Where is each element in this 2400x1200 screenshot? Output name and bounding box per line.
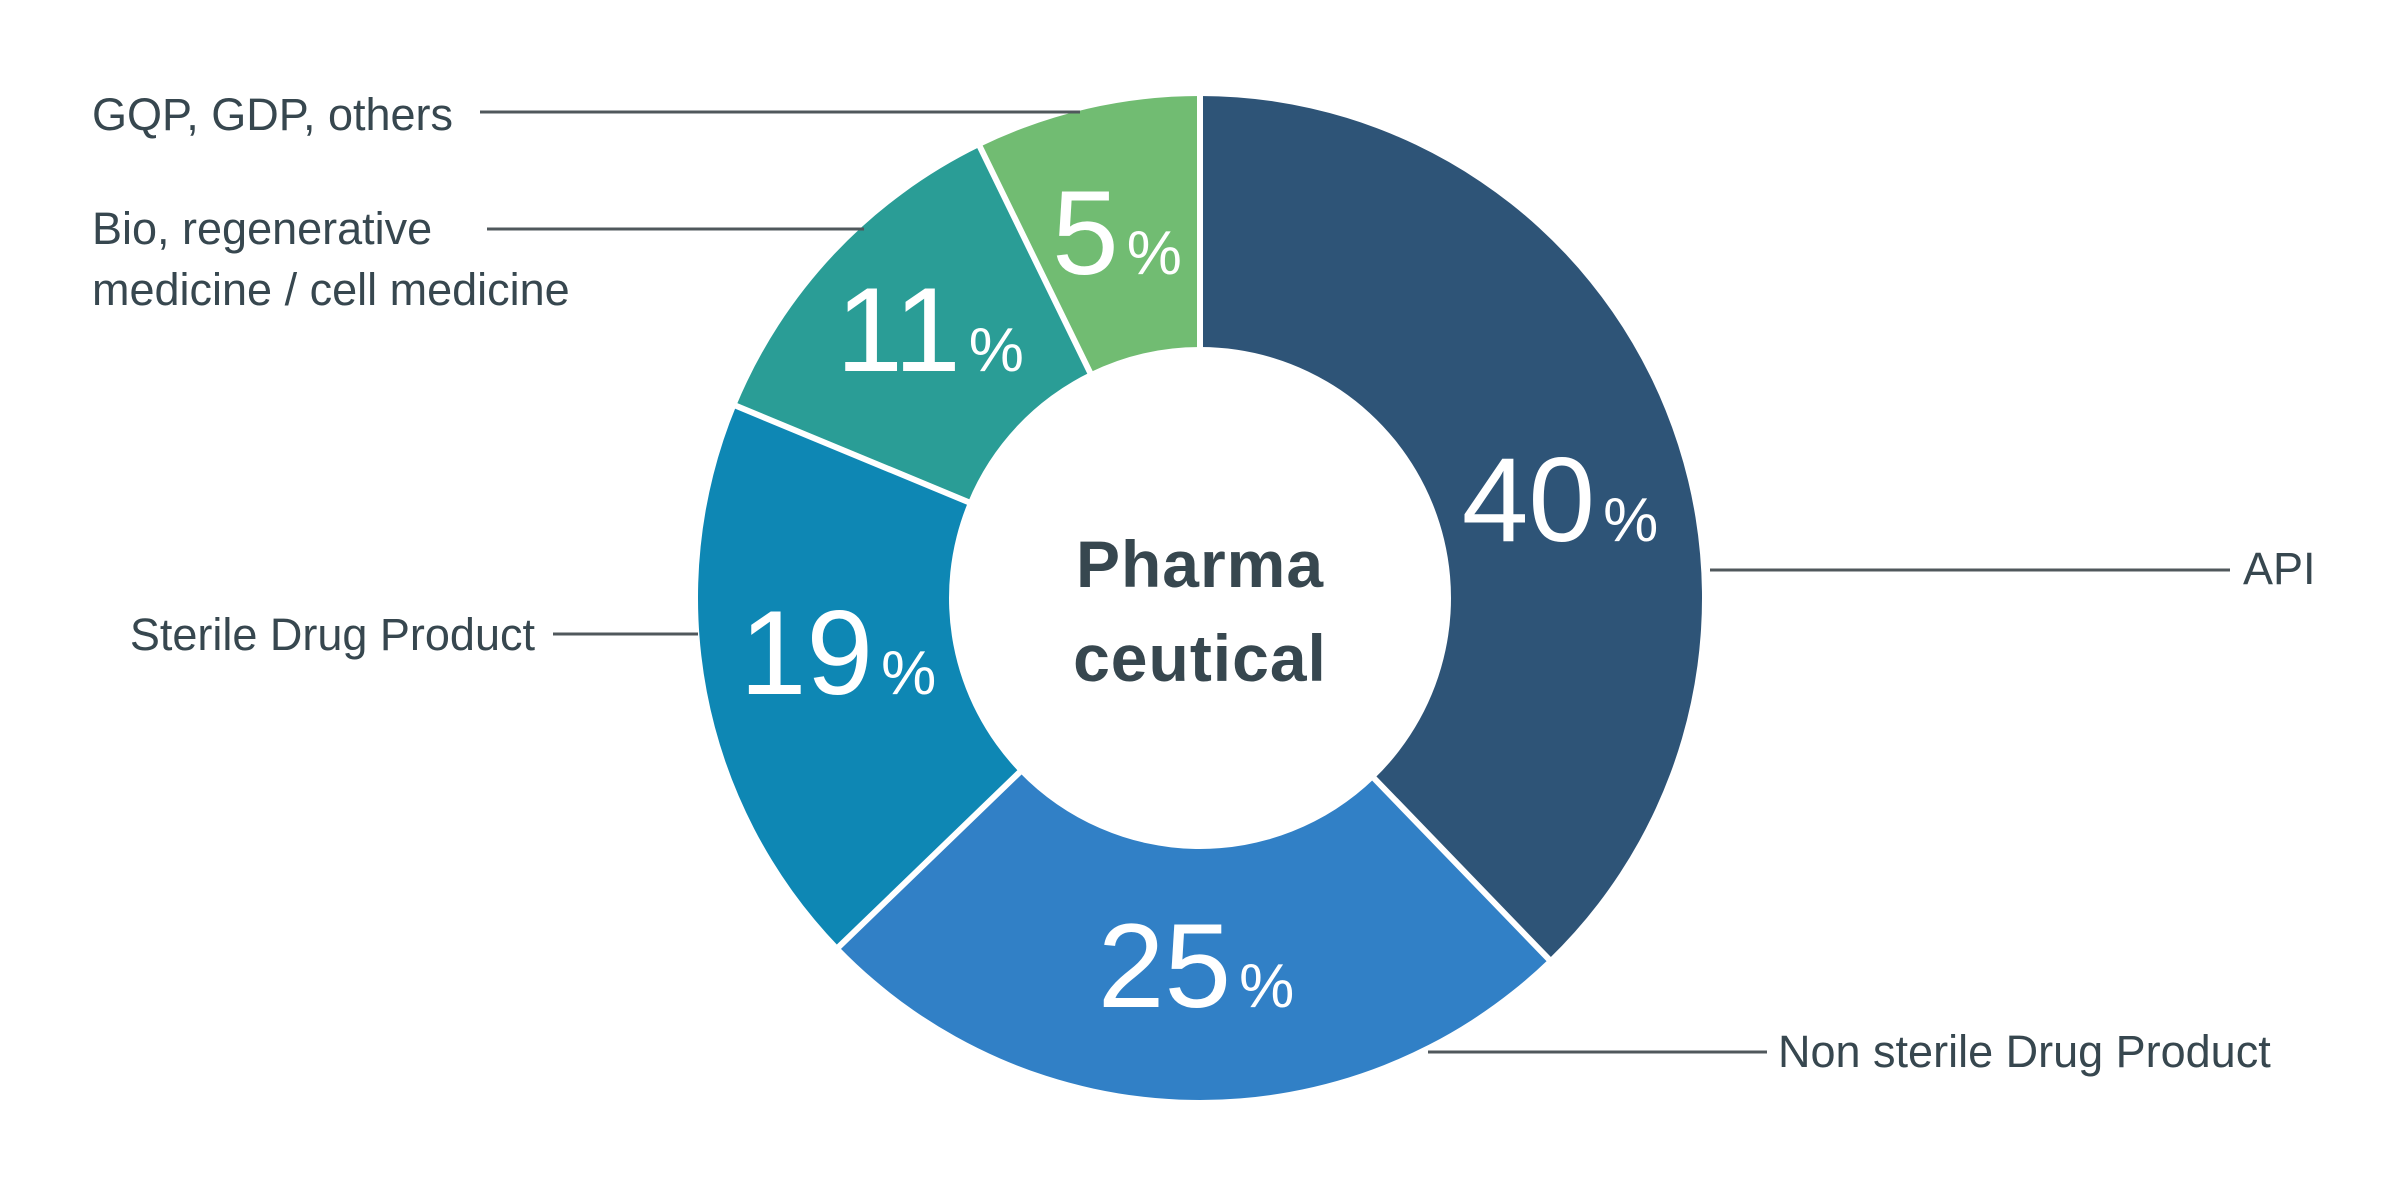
- percent-label-non-sterile: 25%: [1098, 899, 1295, 1033]
- callout-non-sterile: Non sterile Drug Product: [1428, 1026, 2271, 1077]
- callout-bio: Bio, regenerative medicine / cell medici…: [92, 203, 864, 315]
- percent-label-gqp: 5%: [1052, 166, 1182, 300]
- donut-slice-sterile: [697, 405, 1020, 947]
- percent-label-sterile: 19%: [740, 586, 937, 720]
- callout-label-bio-line1: Bio, regenerative: [92, 203, 432, 254]
- donut-slice-api: [1200, 96, 1703, 960]
- callout-gqp: GQP, GDP, others: [92, 89, 1080, 140]
- donut-slices: [697, 96, 1703, 1101]
- slice-divider-sterile: [834, 768, 1024, 951]
- donut-slice-bio: [736, 146, 1090, 502]
- percent-labels: 40 % 25 % 19 % 11 %5%: [740, 166, 1659, 1033]
- center-label-line1: Pharma: [1076, 527, 1324, 601]
- slice-dividers: [732, 93, 1553, 964]
- donut-slice-gqp: [979, 96, 1200, 373]
- callout-api: API: [1710, 543, 2316, 594]
- slice-divider-non-sterile: [1370, 774, 1553, 964]
- callout-label-non-sterile: Non sterile Drug Product: [1778, 1026, 2271, 1077]
- center-label-line2: ceutical: [1073, 621, 1327, 695]
- percent-label-bio: 11%: [836, 263, 1024, 397]
- callout-label-api: API: [2243, 543, 2316, 594]
- callout-label-gqp: GQP, GDP, others: [92, 89, 453, 140]
- percent-label-api: 40%: [1462, 433, 1659, 567]
- callout-sterile: Sterile Drug Product: [130, 609, 698, 660]
- callout-label-sterile: Sterile Drug Product: [130, 609, 536, 660]
- donut-slice-non-sterile: [838, 772, 1549, 1101]
- slice-divider-bio: [732, 401, 973, 506]
- callout-label-bio-line2: medicine / cell medicine: [92, 264, 570, 315]
- slice-divider-gqp: [975, 142, 1094, 377]
